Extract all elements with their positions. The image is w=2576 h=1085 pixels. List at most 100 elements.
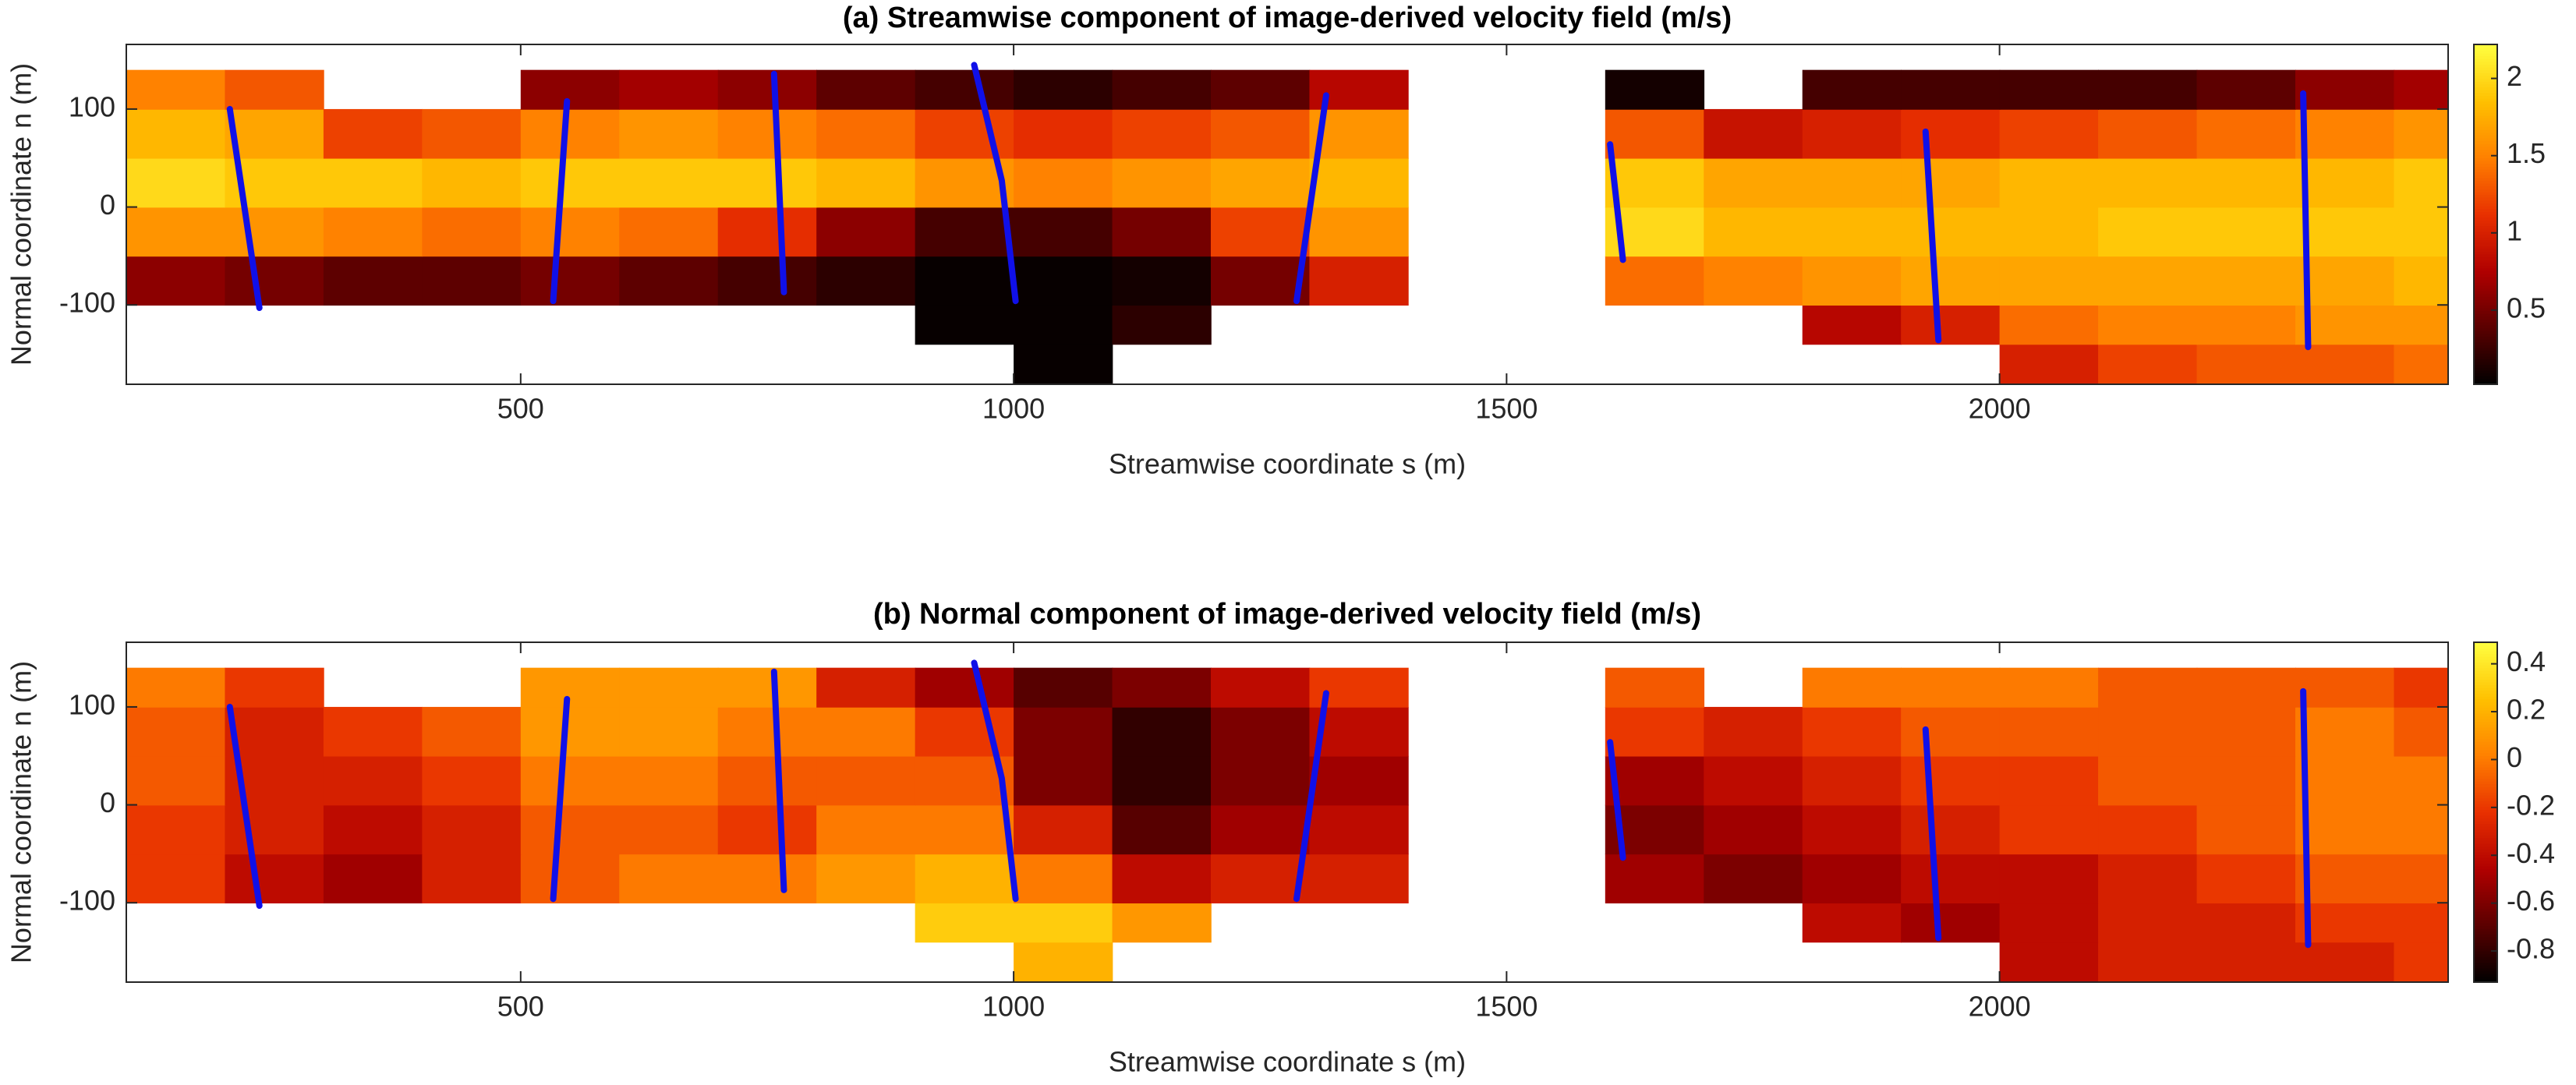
colorbar-swatch — [2474, 364, 2497, 368]
colorbar-swatch — [2474, 730, 2497, 733]
colorbar-swatch — [2474, 951, 2497, 955]
field-cell — [619, 157, 719, 208]
colorbar-swatch — [2474, 903, 2497, 907]
field-cell — [2295, 706, 2395, 757]
colorbar-swatch — [2474, 260, 2497, 263]
colorbar-swatch — [2474, 121, 2497, 125]
field-cell — [323, 108, 423, 159]
colorbar-swatch — [2474, 222, 2497, 227]
field-cell — [1901, 706, 2001, 757]
field-cell — [1112, 69, 1212, 110]
colorbar-swatch — [2474, 702, 2497, 705]
field-cell — [1704, 108, 1803, 159]
colorbar-swatch — [2474, 967, 2497, 972]
transect — [1607, 739, 1626, 861]
field-cell — [2394, 344, 2448, 384]
field-cell — [1210, 256, 1311, 306]
x-tick-label: 2000 — [1969, 991, 2031, 1023]
colorbar-swatch — [2474, 189, 2497, 193]
field-cell — [1210, 207, 1311, 257]
colorbar-swatch — [2474, 917, 2497, 921]
field-cell — [225, 256, 324, 306]
colorbar-swatch — [2474, 747, 2497, 751]
x-axis-label: Streamwise coordinate s (m) — [1109, 1046, 1466, 1078]
field-cell — [2196, 706, 2296, 757]
field-cell — [915, 804, 1014, 855]
colorbar-swatch — [2474, 744, 2497, 748]
field-cell — [1802, 256, 1902, 306]
field-cell — [1014, 108, 1113, 159]
field-cell — [2196, 305, 2296, 345]
colorbar-swatch — [2474, 928, 2497, 932]
colorbar-swatch — [2474, 874, 2497, 878]
field-cell — [2098, 755, 2198, 806]
colorbar-swatch — [2474, 920, 2497, 924]
colorbar-swatch — [2474, 761, 2497, 765]
field-cell — [816, 108, 916, 159]
colorbar-swatch — [2474, 313, 2497, 317]
colorbar-swatch — [2474, 645, 2497, 649]
field-cell — [1605, 706, 1705, 757]
colorbar-swatch — [2474, 378, 2497, 382]
colorbar-swatch — [2474, 47, 2497, 51]
field-cell — [816, 667, 916, 708]
field-cell — [520, 706, 621, 757]
colorbar-swatch — [2474, 83, 2497, 88]
colorbar-swatch — [2474, 194, 2497, 198]
colorbar-swatch — [2474, 820, 2497, 825]
colorbar-swatch — [2474, 829, 2497, 833]
colorbar-swatch — [2474, 381, 2497, 385]
field-cell — [1999, 69, 2099, 110]
field-cell — [1014, 256, 1113, 306]
field-cell — [915, 256, 1014, 306]
field-cell — [1309, 157, 1409, 208]
field-cell — [520, 755, 621, 806]
colorbar-swatch — [2474, 716, 2497, 719]
colorbar-swatch — [2474, 239, 2497, 243]
colorbar-swatch — [2474, 783, 2497, 787]
field-cell — [1901, 157, 2001, 208]
x-tick-label: 500 — [497, 991, 544, 1023]
field-cell — [323, 706, 423, 757]
y-tick-label: 0 — [100, 786, 115, 818]
field-cell — [915, 305, 1014, 345]
colorbar-swatch — [2474, 642, 2497, 646]
colorbar-swatch — [2474, 206, 2497, 210]
field-cell — [1112, 305, 1212, 345]
colorbar-swatch — [2474, 976, 2497, 980]
colorbar-swatch — [2474, 168, 2497, 173]
colorbar-swatch — [2474, 81, 2497, 85]
colorbar-box — [2473, 641, 2498, 983]
colorbar-swatch — [2474, 369, 2497, 374]
colorbar-tick-label: 0 — [2507, 741, 2522, 773]
field-cell — [1112, 207, 1212, 257]
colorbar-swatch — [2474, 171, 2497, 175]
field-cell — [717, 706, 817, 757]
colorbar-swatch — [2474, 687, 2497, 691]
colorbar-swatch — [2474, 979, 2497, 983]
field-cell — [1605, 157, 1705, 208]
colorbar-tick-label: -0.2 — [2507, 789, 2555, 821]
colorbar-swatch — [2474, 373, 2497, 376]
colorbar-swatch — [2474, 177, 2497, 181]
field — [126, 62, 2448, 384]
y-tick-label: 100 — [69, 688, 115, 720]
colorbar-swatch — [2474, 860, 2497, 864]
colorbar-swatch — [2474, 353, 2497, 357]
field-cell — [1014, 344, 1113, 384]
colorbar-swatch — [2474, 696, 2497, 700]
field-cell — [2196, 854, 2296, 904]
colorbar-swatch — [2474, 727, 2497, 731]
colorbar-swatch — [2474, 333, 2497, 337]
colorbar-swatch — [2474, 843, 2497, 847]
colorbar-swatch — [2474, 87, 2497, 90]
colorbar-swatch — [2474, 868, 2497, 872]
colorbar-swatch — [2474, 237, 2497, 241]
field-cell — [717, 256, 817, 306]
field — [126, 659, 2448, 982]
field-cell — [422, 108, 522, 159]
field-cell — [1112, 256, 1212, 306]
field-cell — [126, 108, 226, 159]
transect — [1293, 92, 1329, 305]
colorbar-swatch — [2474, 882, 2497, 887]
